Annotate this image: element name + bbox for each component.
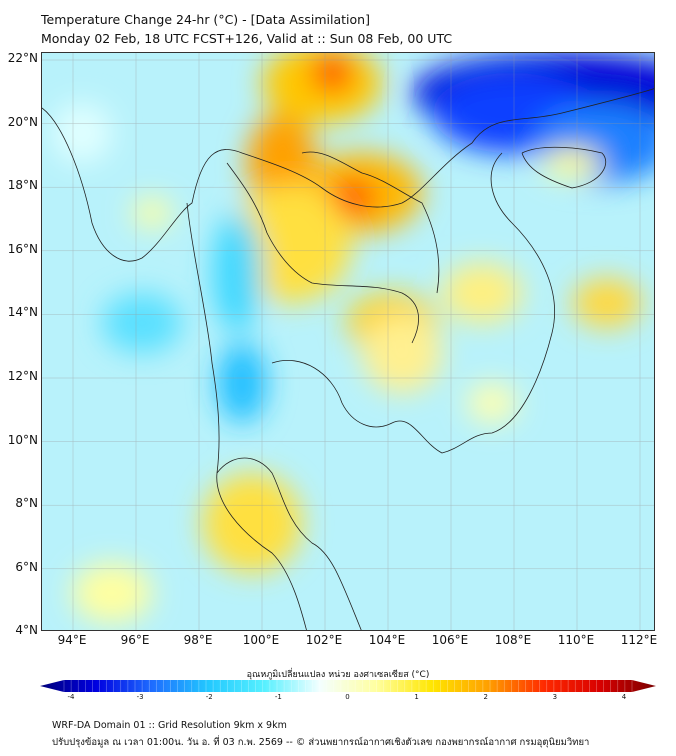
lat-label: 8°N bbox=[15, 496, 38, 511]
lon-label: 112°E bbox=[620, 633, 658, 647]
temperature-change-region bbox=[202, 473, 302, 573]
temperature-change-region bbox=[442, 263, 522, 323]
map-title: Temperature Change 24-hr (°C) - [Data As… bbox=[41, 12, 370, 27]
lat-label: 16°N bbox=[7, 241, 38, 256]
lon-label: 110°E bbox=[557, 633, 595, 647]
colorbar-tick-label: -4 bbox=[67, 693, 75, 701]
temperature-change-region bbox=[467, 383, 517, 423]
colorbar-title: อุณหภูมิเปลี่ยนแปลง หน่วย องศาเซลเซียส (… bbox=[246, 670, 430, 680]
lon-label: 108°E bbox=[494, 633, 532, 647]
lon-label: 96°E bbox=[120, 633, 150, 647]
temperature-change-region bbox=[362, 313, 442, 393]
coastlines bbox=[42, 88, 654, 630]
footer-update-info: ปรับปรุงข้อมูล ณ เวลา 01:00น. วัน อ. ที่… bbox=[52, 737, 590, 748]
colorbar-tick-label: 4 bbox=[621, 693, 627, 701]
colorbar-tick-label: 1 bbox=[414, 693, 419, 701]
lat-label: 6°N bbox=[15, 559, 38, 574]
colorbar bbox=[40, 680, 656, 692]
lon-label: 102°E bbox=[305, 633, 343, 647]
lat-label: 12°N bbox=[7, 369, 38, 383]
temperature-change-region bbox=[542, 148, 602, 178]
lat-label: 18°N bbox=[7, 178, 38, 193]
lat-label: 20°N bbox=[7, 114, 38, 129]
temperature-change-region bbox=[217, 343, 267, 423]
lon-label: 98°E bbox=[183, 633, 213, 647]
lat-label: 14°N bbox=[7, 305, 38, 320]
temperature-change-region bbox=[102, 293, 182, 353]
lat-label: 22°N bbox=[7, 51, 38, 65]
lon-label: 94°E bbox=[57, 633, 87, 647]
colorbar-tick-label: 2 bbox=[483, 693, 488, 701]
colorbar-tick-label: 3 bbox=[552, 693, 558, 701]
temperature-change-region bbox=[132, 198, 172, 228]
map-subtitle: Monday 02 Feb, 18 UTC FCST+126, Valid at… bbox=[41, 31, 453, 46]
temperature-change-region bbox=[52, 103, 112, 163]
footer-model-info: WRF-DA Domain 01 :: Grid Resolution 9km … bbox=[52, 720, 287, 731]
lat-label: 10°N bbox=[7, 432, 38, 447]
colorbar-tick-label: -2 bbox=[205, 693, 213, 701]
colorbar-tick-label: 0 bbox=[345, 693, 350, 701]
lon-label: 106°E bbox=[431, 633, 469, 647]
lon-label: 100°E bbox=[242, 633, 280, 647]
temperature-change-region bbox=[312, 55, 352, 91]
temperature-change-region bbox=[330, 180, 374, 216]
lat-label: 4°N bbox=[15, 623, 38, 638]
temperature-change-region bbox=[572, 278, 642, 328]
temperature-change-map bbox=[41, 52, 655, 631]
colorbar-tick-label: -1 bbox=[274, 693, 282, 701]
temperature-change-region bbox=[72, 563, 152, 623]
colorbar-tick-label: -3 bbox=[136, 693, 144, 701]
temperature-change-region bbox=[212, 213, 262, 333]
lon-label: 104°E bbox=[368, 633, 406, 647]
